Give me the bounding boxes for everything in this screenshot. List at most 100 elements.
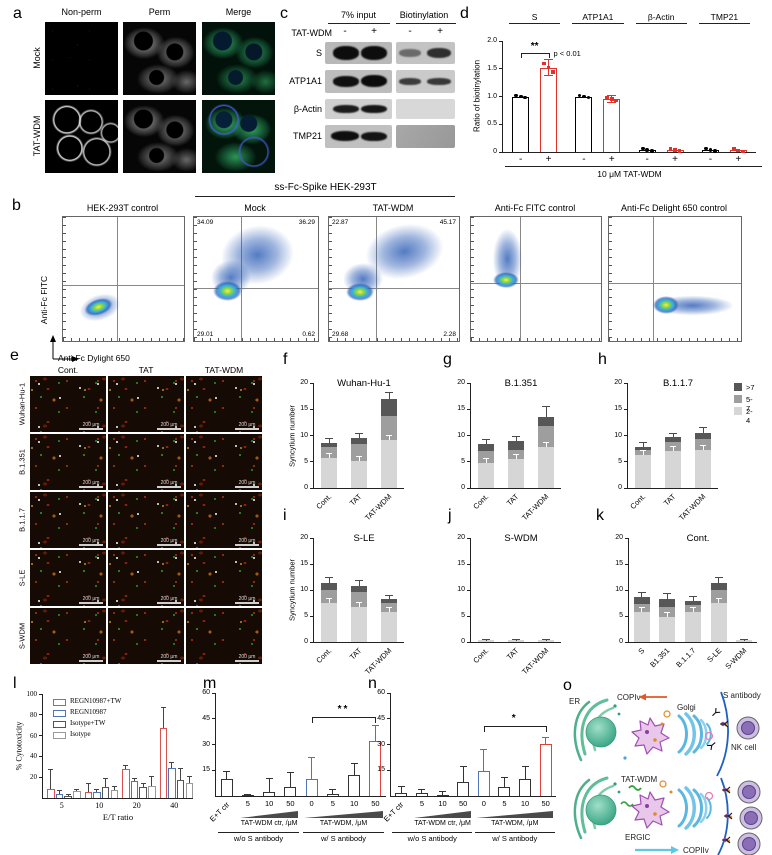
error-bar (483, 749, 485, 772)
error-bar (421, 789, 423, 793)
bar-segment (633, 597, 650, 605)
bar-segment (321, 458, 337, 488)
inner-whisker (641, 607, 643, 613)
error-bar (524, 766, 526, 779)
bar-segment (685, 600, 701, 605)
flow-plot-title: Anti-Fc FITC control (494, 203, 576, 213)
x-tick-label: 10 (520, 799, 530, 808)
y-tick-label: 1.0 (487, 92, 497, 100)
cell-cluster (493, 271, 520, 288)
inner-whisker-cap (664, 612, 671, 614)
data-point-dot (708, 147, 713, 152)
error-bar (87, 783, 89, 792)
error-cap (385, 594, 393, 596)
blot-band (427, 48, 451, 58)
chart-wuhan-hu-1: 0 5 10 15 20 Cont. TAT TAT-WDM Wuhan-Hu-1 Syncyti… (288, 378, 404, 522)
y-tick-label: 15 (457, 560, 465, 567)
micrograph-tile: 200 μm (186, 608, 262, 664)
error-bar (50, 769, 52, 789)
micrograph-tile: 200 μm (186, 492, 262, 548)
bar-segment (478, 444, 494, 452)
flow-plot-tatwdm: 22.87 45.17 29.68 2.28 (328, 216, 460, 342)
error-cap (397, 786, 405, 788)
concentration-ramp-icon (303, 811, 383, 818)
copiiv-label: COPIIv (683, 846, 709, 855)
error-cap (169, 762, 175, 764)
scale-bar: 200 μm (157, 596, 181, 604)
panel-letter-c: c (280, 5, 288, 22)
inner-whisker (515, 454, 517, 460)
column-header: Perm (148, 7, 171, 17)
blot-band (399, 49, 421, 57)
blot-band (333, 76, 359, 87)
footer-line (302, 832, 385, 833)
y-tick-label: 20 (457, 379, 465, 386)
lane-sign: + (371, 26, 377, 37)
quadrant-value: 29.68 (332, 331, 349, 338)
y-tick (387, 744, 391, 745)
error-cap (103, 777, 109, 779)
chart-title: B.1.351 (504, 378, 538, 389)
micrograph-tile: 200 μm (108, 434, 184, 490)
bar-segment (538, 640, 554, 642)
bar-segment (710, 583, 727, 590)
error-cap (542, 737, 550, 739)
inner-whisker-cap (543, 442, 549, 444)
error-cap (663, 593, 672, 595)
copiv-arrow-icon (639, 693, 646, 701)
y-tick-label: 30 (202, 740, 210, 748)
error-bar (328, 577, 330, 584)
y-tick-label: 15 (457, 405, 465, 413)
legend-label: REGN10987 (70, 708, 107, 716)
y-tick (624, 408, 628, 410)
bar-segment (695, 450, 711, 488)
bar (415, 792, 428, 796)
y-tick-label: 80 (30, 710, 37, 719)
x-tick-label: 5 (330, 799, 335, 808)
blot-band (361, 46, 387, 60)
concentration-ramp-icon (413, 811, 471, 818)
bar (498, 787, 511, 796)
cell-cluster (212, 281, 243, 302)
y-tick-label: 20 (615, 534, 623, 541)
error-bar (462, 766, 464, 783)
error-bar (96, 789, 98, 792)
y-tick (499, 68, 503, 70)
panel-letter-l: l (13, 675, 17, 692)
x-tick-label: 50 (459, 799, 468, 808)
error-bar (328, 438, 330, 443)
micrograph-tile: 200 μm (30, 550, 106, 606)
data-point-square (731, 147, 736, 151)
error-cap (244, 794, 252, 796)
error-cap (94, 789, 100, 791)
y-tick-label: 20 (300, 534, 308, 541)
bar (73, 791, 81, 798)
quadrant-line (194, 287, 318, 289)
blot-band (333, 46, 359, 60)
inner-whisker-cap (386, 606, 392, 608)
y-tick (467, 641, 471, 643)
ramp-label: TAT-WDM ctr, /μM (414, 820, 471, 827)
inner-whisker-cap (715, 598, 722, 599)
group-header: S (531, 12, 538, 22)
cell-cluster (652, 296, 679, 314)
panel-letter-a: a (13, 5, 22, 22)
column-header: TAT (138, 365, 154, 375)
bar (110, 789, 119, 798)
bar-segment (508, 459, 524, 488)
flow-plot-fitc-control (470, 216, 602, 342)
bar (575, 96, 593, 152)
error-bar (400, 786, 402, 793)
sig-bracket (375, 717, 377, 724)
quadrant-value: 0.62 (302, 331, 315, 338)
bar-segment (635, 455, 651, 488)
x-tick-label: + (672, 154, 678, 165)
blot-strip-s-biotin (396, 42, 455, 64)
y-tick (467, 408, 471, 410)
y-tick-label: 10 (457, 431, 465, 439)
row-header: TAT-WDM (32, 115, 42, 157)
data-point-dot (640, 146, 645, 151)
y-tick-label: 45 (377, 714, 385, 722)
y-tick (310, 461, 314, 463)
error-cap (669, 432, 677, 434)
